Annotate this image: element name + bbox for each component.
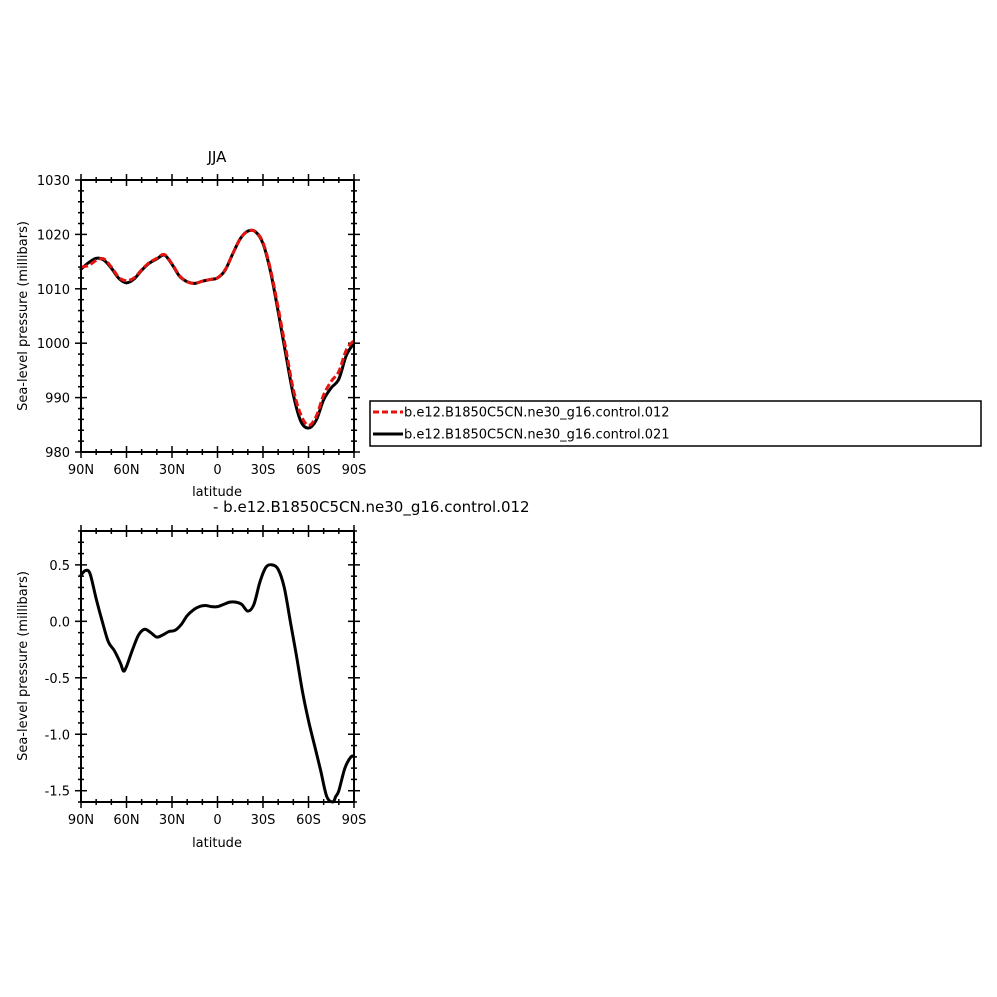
top-x-tick-label: 0 xyxy=(213,463,221,478)
legend: b.e12.B1850C5CN.ne30_g16.control.012 b.e… xyxy=(369,400,982,447)
top-y-axis-title: Sea-level pressure (millibars) xyxy=(16,221,31,411)
bottom-y-tick-label: -1.0 xyxy=(45,728,70,743)
bottom-y-tick-label: 0.5 xyxy=(49,559,70,574)
bottom-y-tick-label: -1.5 xyxy=(45,785,70,800)
bottom-x-tick-label: 30N xyxy=(159,813,185,828)
top-y-tick-label: 1030 xyxy=(37,174,70,189)
top-x-tick-label: 60N xyxy=(113,463,139,478)
top-x-tick-label: 60S xyxy=(296,463,321,478)
bottom-y-tick-label: 0.0 xyxy=(49,615,70,630)
top-y-tick-label: 1020 xyxy=(37,228,70,243)
top-y-tick-label: 980 xyxy=(45,446,70,461)
top-plot-frame xyxy=(80,179,355,453)
difference-panel: - b.e12.B1850C5CN.ne30_g16.control.012 9… xyxy=(16,498,530,851)
top-y-tick-label: 1000 xyxy=(37,337,70,352)
bottom-plot-frame xyxy=(80,530,355,803)
top-y-tick-label: 1010 xyxy=(37,283,70,298)
top-x-tick-label: 90N xyxy=(68,463,94,478)
top-x-tick-label: 30S xyxy=(251,463,276,478)
bottom-x-tick-labels: 90N 60N 30N 0 30S 60S 90S xyxy=(68,813,367,828)
legend-label-control-012: b.e12.B1850C5CN.ne30_g16.control.012 xyxy=(404,406,670,421)
top-x-tick-label: 30N xyxy=(159,463,185,478)
bottom-series-lines xyxy=(79,563,356,804)
top-y-tick-label: 990 xyxy=(45,392,70,407)
bottom-x-tick-label: 90N xyxy=(68,813,94,828)
bottom-x-tick-label: 0 xyxy=(213,813,221,828)
bottom-y-tick-labels: -1.5 -1.0 -0.5 0.0 0.5 xyxy=(45,559,70,800)
difference-panel-title: - b.e12.B1850C5CN.ne30_g16.control.012 xyxy=(213,498,530,517)
legend-box xyxy=(369,400,982,447)
top-y-tick-labels: 980 990 1000 1010 1020 1030 xyxy=(37,174,70,461)
bottom-x-tick-label: 90S xyxy=(342,813,367,828)
panel-title: JJA xyxy=(207,148,228,166)
bottom-x-axis-title: latitude xyxy=(192,836,242,851)
sea-level-pressure-panel: JJA 90N 60N 30N 0 30S 60S 90S 980 990 1000 1010 10… xyxy=(16,148,366,500)
bottom-y-axis-title: Sea-level pressure (millibars) xyxy=(16,571,31,761)
bottom-y-tick-label: -0.5 xyxy=(45,672,70,687)
top-x-tick-label: 90S xyxy=(342,463,367,478)
legend-label-control-021: b.e12.B1850C5CN.ne30_g16.control.021 xyxy=(404,428,670,443)
bottom-series-line-difference xyxy=(79,563,356,804)
top-x-axis-title: latitude xyxy=(192,485,242,500)
bottom-x-tick-label: 60S xyxy=(296,813,321,828)
top-series-line-b-e12-b1850c5cn-ne30-g16-control-012 xyxy=(80,228,356,427)
bottom-x-tick-label: 30S xyxy=(251,813,276,828)
top-series-lines xyxy=(79,228,356,430)
bottom-x-tick-label: 60N xyxy=(113,813,139,828)
top-x-tick-labels: 90N 60N 30N 0 30S 60S 90S xyxy=(68,463,367,478)
